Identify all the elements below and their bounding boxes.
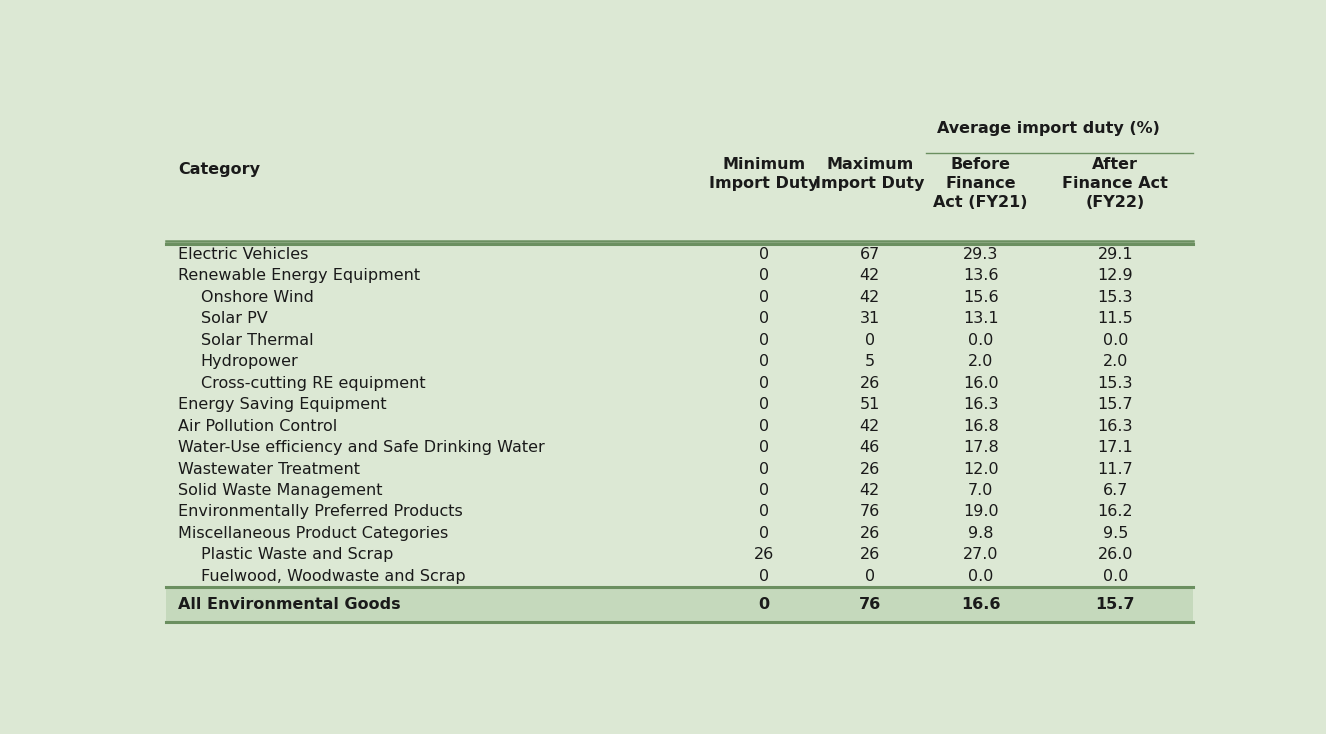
Text: 26.0: 26.0 — [1098, 548, 1132, 562]
Text: 16.2: 16.2 — [1098, 504, 1134, 520]
Text: 46: 46 — [859, 440, 880, 455]
Text: 12.9: 12.9 — [1098, 268, 1134, 283]
Text: 0.0: 0.0 — [968, 333, 993, 348]
Text: 11.7: 11.7 — [1098, 462, 1134, 476]
Text: 42: 42 — [859, 483, 880, 498]
Text: 2.0: 2.0 — [968, 354, 993, 369]
Text: 76: 76 — [858, 597, 880, 612]
Text: After
Finance Act
(FY22): After Finance Act (FY22) — [1062, 157, 1168, 211]
Text: 42: 42 — [859, 418, 880, 434]
Text: 42: 42 — [859, 268, 880, 283]
Text: 7.0: 7.0 — [968, 483, 993, 498]
Text: 0.0: 0.0 — [968, 569, 993, 584]
Text: 26: 26 — [859, 526, 880, 541]
Text: 51: 51 — [859, 397, 880, 412]
Text: 0: 0 — [758, 483, 769, 498]
Text: 26: 26 — [859, 376, 880, 390]
Text: Solar Thermal: Solar Thermal — [200, 333, 313, 348]
Text: 0: 0 — [758, 376, 769, 390]
Text: 0: 0 — [758, 526, 769, 541]
Text: Cross-cutting RE equipment: Cross-cutting RE equipment — [200, 376, 426, 390]
Text: 42: 42 — [859, 290, 880, 305]
Bar — [166, 587, 1193, 622]
Text: Solar PV: Solar PV — [200, 311, 268, 326]
Text: 0: 0 — [865, 569, 875, 584]
Text: Maximum
Import Duty: Maximum Import Duty — [815, 157, 924, 192]
Text: 16.3: 16.3 — [1098, 418, 1132, 434]
Text: 15.7: 15.7 — [1098, 397, 1134, 412]
Text: 0: 0 — [758, 569, 769, 584]
Text: Environmentally Preferred Products: Environmentally Preferred Products — [178, 504, 463, 520]
Text: 11.5: 11.5 — [1098, 311, 1134, 326]
Text: 0.0: 0.0 — [1103, 333, 1128, 348]
Text: 0: 0 — [758, 333, 769, 348]
Text: Fuelwood, Woodwaste and Scrap: Fuelwood, Woodwaste and Scrap — [200, 569, 465, 584]
Text: Energy Saving Equipment: Energy Saving Equipment — [178, 397, 387, 412]
Text: 16.3: 16.3 — [963, 397, 998, 412]
Text: 17.8: 17.8 — [963, 440, 998, 455]
Text: Renewable Energy Equipment: Renewable Energy Equipment — [178, 268, 420, 283]
Text: 9.5: 9.5 — [1103, 526, 1128, 541]
Text: 19.0: 19.0 — [963, 504, 998, 520]
Text: 26: 26 — [859, 548, 880, 562]
Text: 26: 26 — [859, 462, 880, 476]
Text: Minimum
Import Duty: Minimum Import Duty — [709, 157, 818, 192]
Text: 0: 0 — [758, 247, 769, 262]
Text: 16.0: 16.0 — [963, 376, 998, 390]
Text: 17.1: 17.1 — [1098, 440, 1134, 455]
Text: Solid Waste Management: Solid Waste Management — [178, 483, 383, 498]
Text: 5: 5 — [865, 354, 875, 369]
Text: 0: 0 — [758, 268, 769, 283]
Text: 26: 26 — [753, 548, 774, 562]
Text: Water-Use efficiency and Safe Drinking Water: Water-Use efficiency and Safe Drinking W… — [178, 440, 545, 455]
Text: Before
Finance
Act (FY21): Before Finance Act (FY21) — [934, 157, 1028, 211]
Text: 16.8: 16.8 — [963, 418, 998, 434]
Text: 29.3: 29.3 — [963, 247, 998, 262]
Text: 2.0: 2.0 — [1103, 354, 1128, 369]
Text: 6.7: 6.7 — [1103, 483, 1128, 498]
Text: 13.6: 13.6 — [963, 268, 998, 283]
Text: 67: 67 — [859, 247, 880, 262]
Text: 15.7: 15.7 — [1095, 597, 1135, 612]
Text: 31: 31 — [859, 311, 880, 326]
Text: 0: 0 — [758, 440, 769, 455]
Text: Plastic Waste and Scrap: Plastic Waste and Scrap — [200, 548, 392, 562]
Text: 0: 0 — [758, 597, 769, 612]
Text: 15.3: 15.3 — [1098, 290, 1132, 305]
Text: Wastewater Treatment: Wastewater Treatment — [178, 462, 361, 476]
Text: 0: 0 — [758, 462, 769, 476]
Text: 15.6: 15.6 — [963, 290, 998, 305]
Text: 0: 0 — [758, 397, 769, 412]
Text: 12.0: 12.0 — [963, 462, 998, 476]
Text: 0: 0 — [758, 418, 769, 434]
Text: Onshore Wind: Onshore Wind — [200, 290, 313, 305]
Text: Average import duty (%): Average import duty (%) — [936, 121, 1159, 136]
Text: 0.0: 0.0 — [1103, 569, 1128, 584]
Text: Electric Vehicles: Electric Vehicles — [178, 247, 309, 262]
Text: 0: 0 — [758, 311, 769, 326]
Text: Hydropower: Hydropower — [200, 354, 298, 369]
Text: 16.6: 16.6 — [961, 597, 1000, 612]
Text: 27.0: 27.0 — [963, 548, 998, 562]
Text: 0: 0 — [865, 333, 875, 348]
Text: 9.8: 9.8 — [968, 526, 993, 541]
Text: 13.1: 13.1 — [963, 311, 998, 326]
Text: 0: 0 — [758, 504, 769, 520]
Text: 76: 76 — [859, 504, 880, 520]
Text: 29.1: 29.1 — [1098, 247, 1134, 262]
Text: 0: 0 — [758, 290, 769, 305]
Text: Air Pollution Control: Air Pollution Control — [178, 418, 337, 434]
Text: Category: Category — [178, 161, 260, 177]
Text: 0: 0 — [758, 354, 769, 369]
Text: Miscellaneous Product Categories: Miscellaneous Product Categories — [178, 526, 448, 541]
Text: All Environmental Goods: All Environmental Goods — [178, 597, 400, 612]
Text: 15.3: 15.3 — [1098, 376, 1132, 390]
